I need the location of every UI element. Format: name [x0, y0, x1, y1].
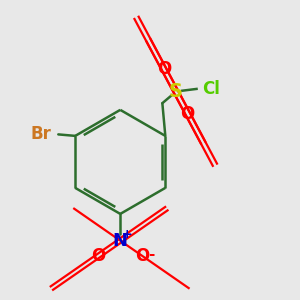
- Text: N: N: [113, 232, 128, 250]
- Text: +: +: [122, 228, 132, 241]
- Text: S: S: [169, 82, 183, 101]
- Text: Br: Br: [31, 125, 52, 143]
- Text: O: O: [157, 60, 171, 78]
- Text: O: O: [135, 247, 150, 265]
- Text: O: O: [181, 105, 195, 123]
- Text: O: O: [91, 247, 105, 265]
- Text: -: -: [148, 247, 154, 262]
- Text: Cl: Cl: [202, 80, 220, 98]
